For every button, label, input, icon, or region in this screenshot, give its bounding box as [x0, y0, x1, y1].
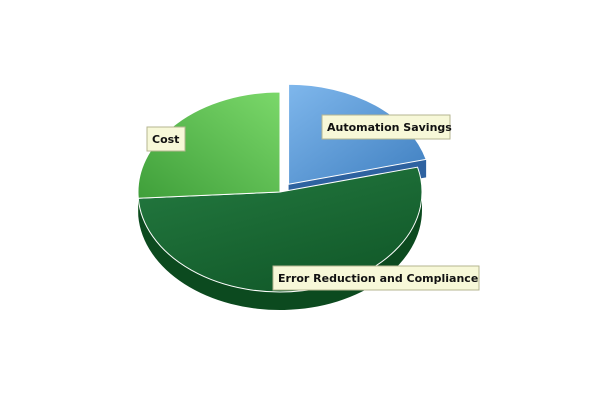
label-error-reduction-and-compliance: Error Reduction and Compliance: [272, 265, 480, 291]
label-text: Cost: [152, 133, 179, 146]
label-cost: Cost: [146, 126, 186, 152]
slice-layer: [137, 83, 427, 310]
slice-cost[interactable]: [137, 91, 281, 199]
label-automation-savings: Automation Savings: [321, 114, 452, 140]
label-box: [321, 114, 451, 140]
label-box: [146, 126, 186, 152]
label-box: [272, 265, 480, 291]
label-text: Automation Savings: [327, 121, 452, 134]
label-layer: Automation Savings Error Reduction and Co…: [146, 114, 480, 291]
slice-error-reduction-and-compliance[interactable]: [137, 166, 423, 293]
label-text: Error Reduction and Compliance: [278, 272, 478, 285]
